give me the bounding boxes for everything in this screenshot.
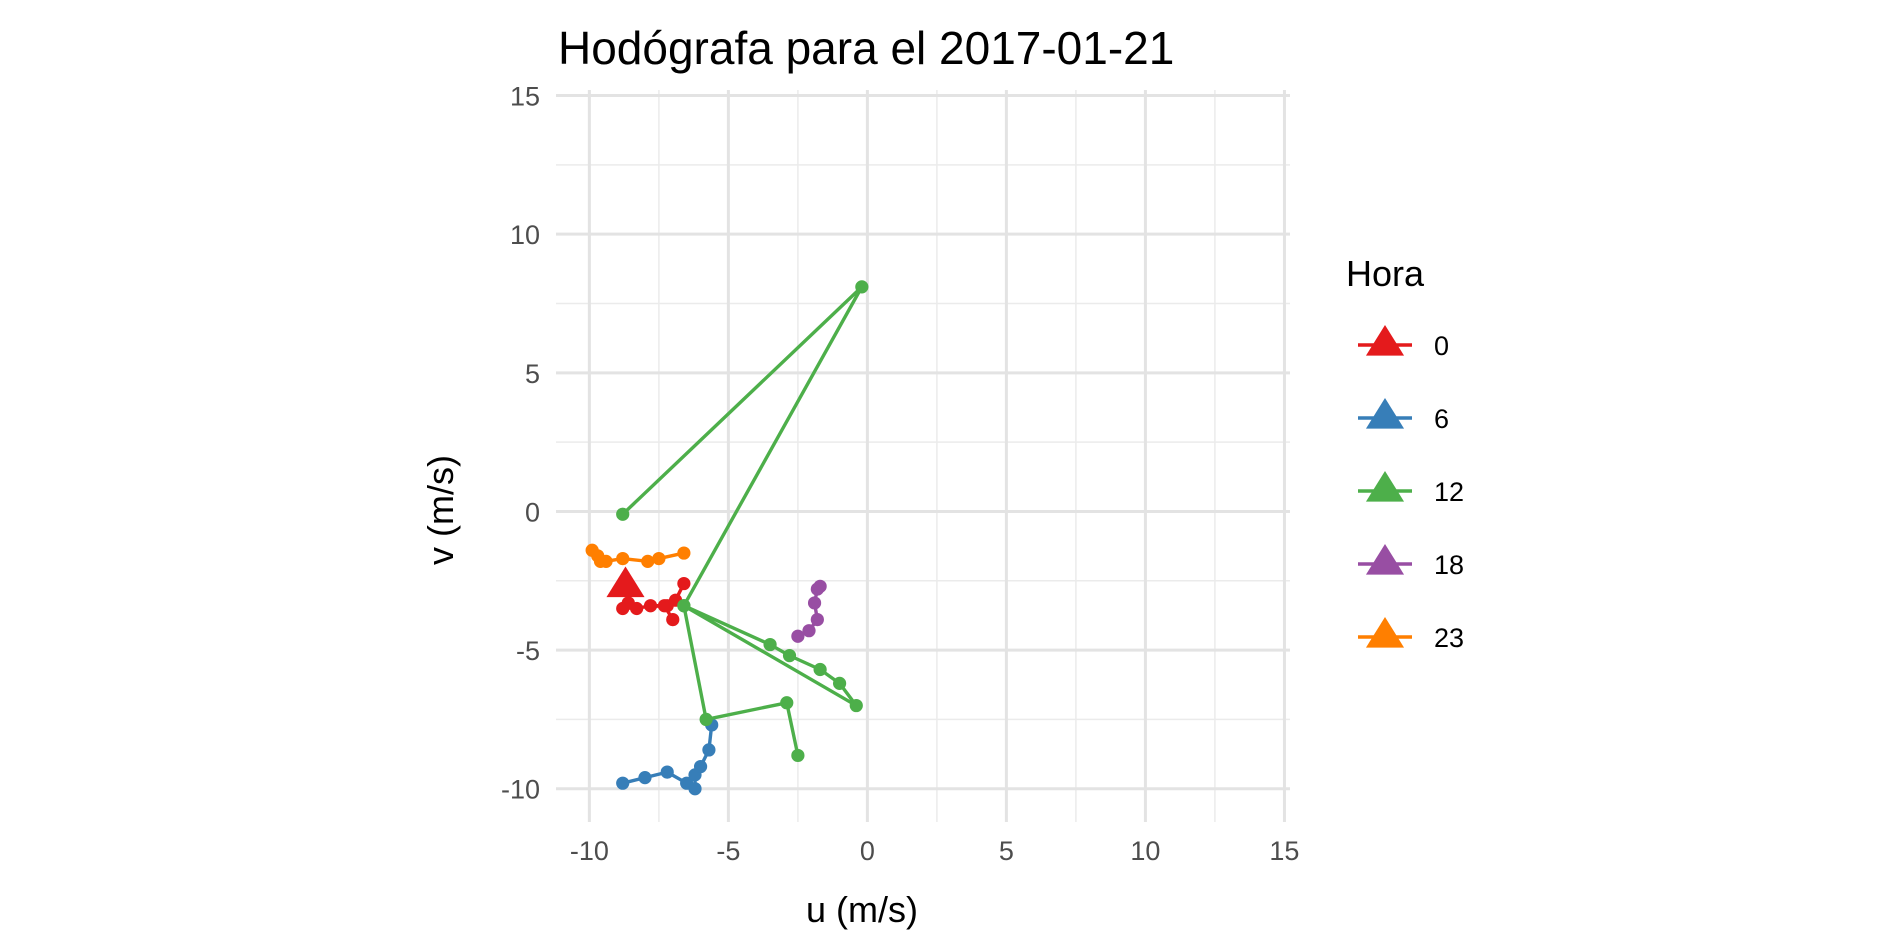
data-point: [699, 712, 713, 727]
grid-minor: [556, 90, 1290, 822]
series-18: [791, 579, 827, 643]
data-point: [693, 759, 708, 774]
series-layer: [585, 280, 869, 796]
y-tick-label: -10: [501, 775, 540, 805]
legend-item-12: 12: [1358, 471, 1464, 507]
legend-label: 23: [1434, 623, 1464, 653]
data-point: [791, 748, 805, 763]
legend-label: 18: [1434, 550, 1464, 580]
x-axis-ticks: -10 -5 0 5 10 15: [570, 836, 1300, 866]
legend-label: 12: [1434, 477, 1464, 507]
y-tick-label: -5: [516, 636, 540, 666]
chart-title: Hodógrafa para el 2017-01-21: [558, 22, 1174, 74]
y-tick-label: 5: [525, 359, 540, 389]
legend-label: 6: [1434, 404, 1449, 434]
legend-item-23: 23: [1358, 617, 1464, 653]
x-tick-label: 15: [1269, 836, 1299, 866]
series-23: [585, 543, 691, 568]
x-tick-label: -5: [716, 836, 740, 866]
y-tick-label: 0: [525, 497, 540, 527]
data-point: [677, 599, 691, 613]
y-tick-label: 15: [510, 82, 540, 112]
legend-triangle-icon: [1365, 471, 1405, 502]
start-marker: [606, 566, 645, 598]
data-point: [780, 696, 794, 710]
series-6: [616, 718, 719, 796]
data-point: [638, 771, 652, 785]
x-axis-title: u (m/s): [806, 889, 918, 930]
legend-items: 0 6 12 18 23: [1358, 325, 1464, 653]
data-point: [652, 551, 666, 566]
legend-item-6: 6: [1358, 398, 1449, 434]
data-point: [657, 599, 672, 613]
data-point: [616, 776, 630, 790]
data-point: [855, 280, 869, 294]
data-point: [616, 507, 630, 521]
x-tick-label: 0: [860, 836, 875, 866]
legend-triangle-icon: [1365, 325, 1405, 356]
data-point: [813, 579, 827, 593]
data-point: [660, 765, 674, 779]
data-point: [616, 601, 630, 616]
data-point: [688, 782, 702, 796]
data-point: [677, 546, 691, 560]
data-point: [641, 554, 655, 568]
y-axis-ticks: -10 -5 0 5 10 15: [501, 82, 540, 805]
data-point: [782, 649, 797, 663]
series-0: [606, 566, 691, 627]
data-point: [702, 743, 716, 757]
x-tick-label: -10: [570, 836, 609, 866]
data-point: [666, 612, 680, 627]
x-tick-label: 5: [999, 836, 1014, 866]
data-point: [643, 599, 658, 613]
legend-label: 0: [1434, 331, 1449, 361]
data-point: [616, 551, 630, 566]
y-tick-label: 10: [510, 220, 540, 250]
legend-title: Hora: [1346, 253, 1425, 294]
legend-item-0: 0: [1358, 325, 1449, 361]
legend: Hora 0 6 12 18 23: [1346, 253, 1464, 653]
data-point: [791, 629, 805, 643]
legend-triangle-icon: [1365, 544, 1405, 575]
data-point: [849, 698, 863, 713]
grid-major: [556, 90, 1290, 822]
series-line: [621, 285, 864, 756]
data-point: [832, 676, 847, 690]
data-point: [763, 637, 777, 652]
legend-triangle-icon: [1365, 398, 1405, 429]
data-point: [813, 662, 827, 677]
y-axis-title: v (m/s): [420, 455, 461, 565]
legend-item-18: 18: [1358, 544, 1464, 580]
data-point: [810, 612, 824, 627]
data-point: [807, 596, 822, 610]
data-point: [802, 624, 816, 638]
legend-triangle-icon: [1365, 617, 1405, 648]
x-tick-label: 10: [1130, 836, 1160, 866]
data-point: [599, 554, 613, 568]
data-point: [677, 576, 691, 591]
series-12: [616, 280, 869, 763]
